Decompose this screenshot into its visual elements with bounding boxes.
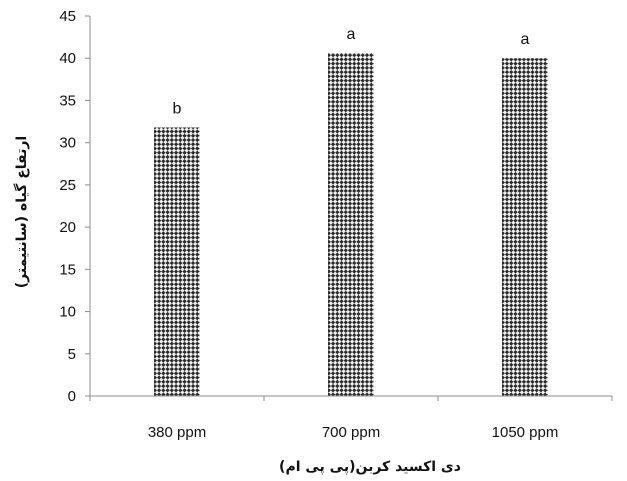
y-tick-label: 45 — [59, 8, 76, 25]
bars — [154, 53, 548, 397]
axes — [89, 16, 612, 397]
significance-label: a — [347, 26, 356, 43]
y-tick-label: 0 — [68, 388, 76, 405]
significance-label: b — [173, 100, 182, 117]
y-tick-label: 5 — [68, 346, 76, 363]
bar — [502, 58, 548, 396]
bar — [154, 127, 200, 396]
x-tick-label: 380 ppm — [148, 424, 206, 441]
bar — [328, 53, 374, 397]
y-tick-label: 25 — [59, 177, 76, 194]
y-tick-label: 15 — [59, 261, 76, 278]
x-axis-title: دی اکسید کربن(پی پی ام) — [279, 459, 461, 475]
y-axis-ticks: 0 5 10 15 20 25 30 35 40 45 — [59, 8, 90, 405]
x-tick-label: 1050 ppm — [492, 424, 559, 441]
y-tick-label: 20 — [59, 219, 76, 236]
y-tick-label: 30 — [59, 135, 76, 152]
y-tick-label: 40 — [59, 50, 76, 67]
y-axis-title: ارتفاع گیاه (سانتیمتر) — [13, 136, 30, 288]
y-tick-label: 35 — [59, 92, 76, 109]
significance-labels: b a a — [173, 26, 530, 117]
x-tick-label: 700 ppm — [322, 424, 380, 441]
y-tick-label: 10 — [59, 304, 76, 321]
x-axis-ticks: 380 ppm 700 ppm 1050 ppm — [89, 396, 613, 441]
significance-label: a — [521, 31, 530, 48]
